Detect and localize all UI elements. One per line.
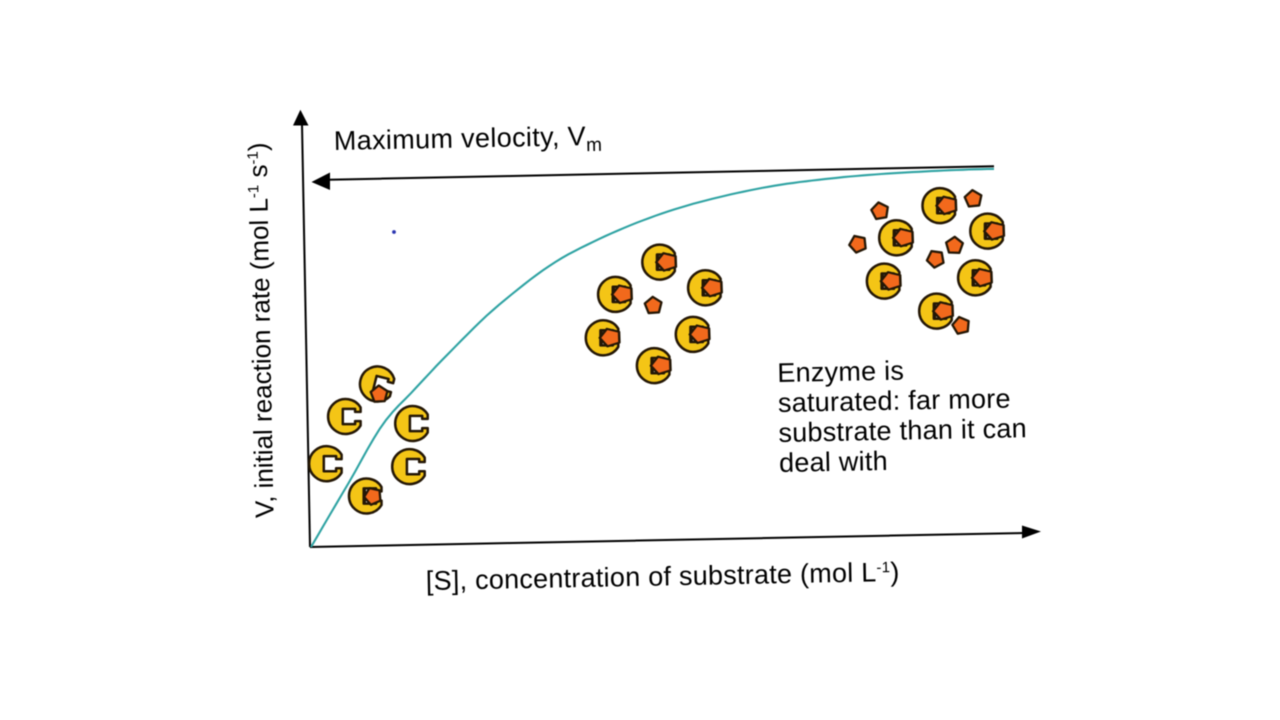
svg-text:substrate than it can: substrate than it can (778, 413, 1027, 448)
svg-text:Maximum velocity, Vm: Maximum velocity, Vm (334, 121, 603, 161)
svg-text:Enzyme is: Enzyme is (777, 356, 904, 388)
svg-text:saturated: far more: saturated: far more (778, 384, 1011, 418)
svg-text:deal with: deal with (779, 446, 888, 478)
svg-text:V, initial reaction rate (mol: V, initial reaction rate (mol L-1 s-1) (242, 142, 279, 518)
svg-text:[S], concentration of substrat: [S], concentration of substrate (mol L-1… (426, 557, 900, 596)
